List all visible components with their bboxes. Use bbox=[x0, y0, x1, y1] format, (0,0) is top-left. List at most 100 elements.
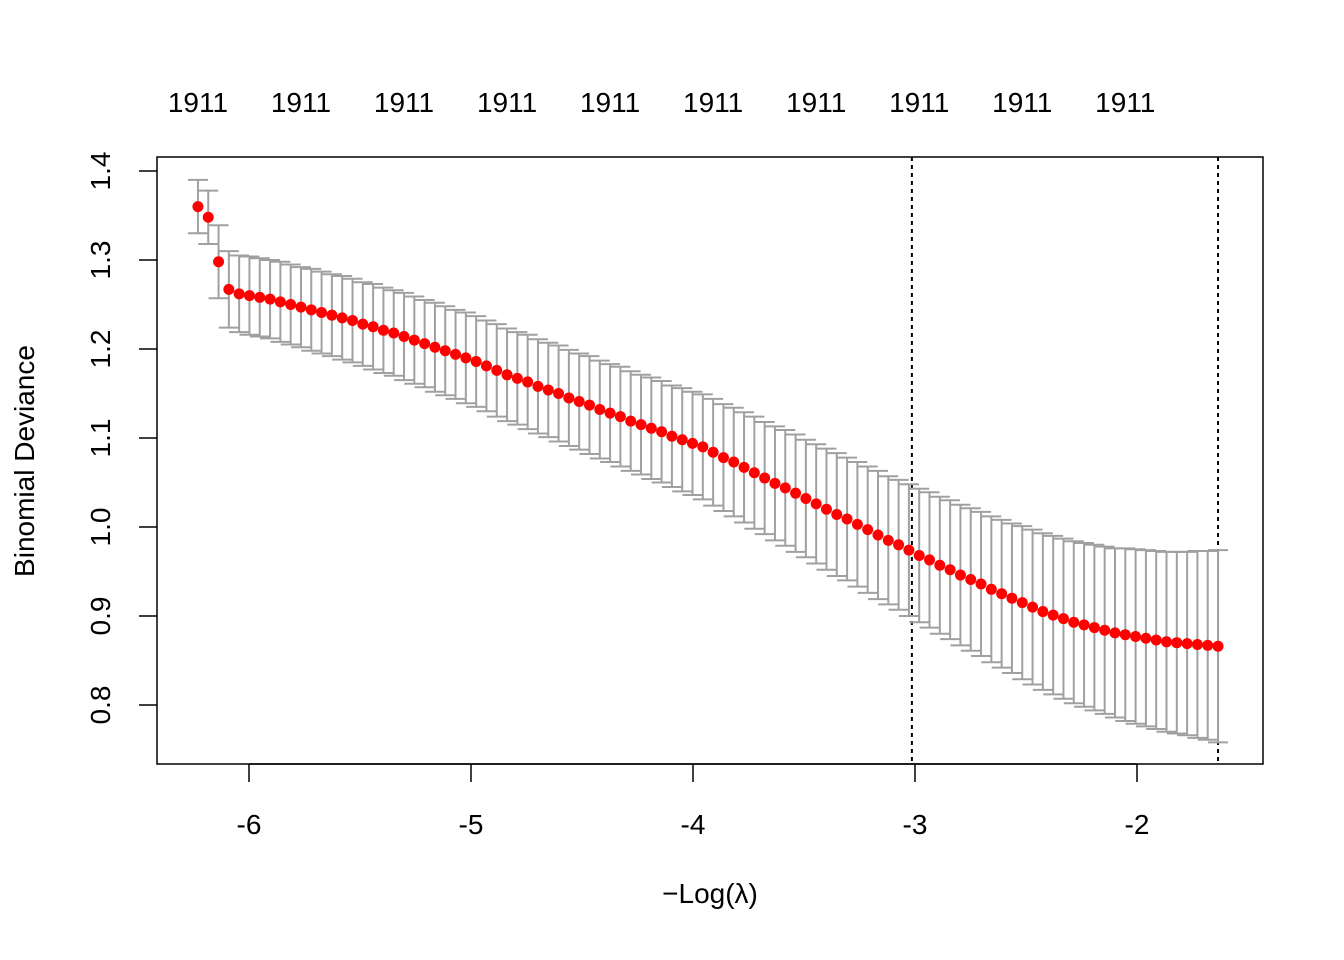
data-point bbox=[594, 404, 606, 416]
data-point bbox=[491, 364, 503, 376]
data-point bbox=[1191, 638, 1203, 650]
data-point bbox=[728, 456, 740, 468]
data-point bbox=[769, 477, 781, 489]
data-point bbox=[1140, 632, 1152, 644]
plot-frame bbox=[156, 156, 1264, 765]
data-point bbox=[532, 380, 544, 392]
y-tick-label: 1.2 bbox=[85, 330, 116, 369]
data-point bbox=[522, 376, 534, 388]
data-point bbox=[820, 503, 832, 515]
data-point bbox=[1181, 638, 1193, 650]
top-axis-label: 1911 bbox=[374, 87, 434, 118]
data-point bbox=[1006, 592, 1018, 604]
data-point bbox=[305, 304, 317, 316]
x-axis-label: −Log(λ) bbox=[662, 878, 758, 909]
data-point bbox=[841, 513, 853, 525]
data-point bbox=[1171, 637, 1183, 649]
top-axis-label: 1911 bbox=[168, 87, 228, 118]
x-tick-label: -2 bbox=[1125, 809, 1150, 840]
data-point bbox=[1068, 616, 1080, 628]
y-tick-label: 0.9 bbox=[85, 597, 116, 636]
data-point bbox=[274, 296, 286, 308]
data-point bbox=[429, 341, 441, 353]
y-tick-label: 1.3 bbox=[85, 241, 116, 280]
data-point bbox=[326, 309, 338, 321]
data-point bbox=[779, 482, 791, 494]
data-point bbox=[656, 426, 668, 438]
data-point bbox=[996, 588, 1008, 600]
data-point bbox=[511, 372, 523, 384]
data-point bbox=[1088, 622, 1100, 634]
data-point bbox=[450, 348, 462, 360]
data-point bbox=[408, 334, 420, 346]
data-point bbox=[1150, 634, 1162, 646]
data-point bbox=[954, 569, 966, 581]
data-point bbox=[1212, 640, 1224, 652]
x-tick-label: -6 bbox=[237, 809, 262, 840]
y-tick-label: 1.1 bbox=[85, 419, 116, 458]
data-point bbox=[1202, 639, 1214, 651]
top-axis-label: 1911 bbox=[1095, 87, 1155, 118]
data-point bbox=[1099, 624, 1111, 636]
data-point bbox=[687, 437, 699, 449]
data-point bbox=[243, 290, 255, 302]
data-point bbox=[666, 430, 678, 442]
y-tick-label: 1.0 bbox=[85, 508, 116, 547]
data-point bbox=[1119, 629, 1131, 641]
data-point bbox=[213, 256, 225, 268]
data-point bbox=[192, 201, 204, 213]
data-point bbox=[800, 493, 812, 505]
data-point bbox=[1078, 619, 1090, 631]
x-tick-label: -5 bbox=[459, 809, 484, 840]
data-point bbox=[614, 411, 626, 423]
top-axis-label: 1911 bbox=[580, 87, 640, 118]
top-axis-label: 1911 bbox=[889, 87, 949, 118]
data-point bbox=[202, 211, 214, 223]
data-point bbox=[903, 544, 915, 556]
x-tick-label: -4 bbox=[681, 809, 706, 840]
data-point bbox=[346, 315, 358, 327]
data-point bbox=[553, 388, 565, 399]
data-point bbox=[285, 299, 297, 310]
data-point bbox=[470, 355, 482, 367]
data-point bbox=[264, 293, 276, 305]
data-point bbox=[295, 301, 307, 313]
data-point bbox=[975, 578, 987, 590]
data-point bbox=[336, 312, 348, 324]
data-point bbox=[1057, 613, 1069, 625]
data-point bbox=[377, 324, 389, 336]
data-point bbox=[1047, 609, 1059, 621]
data-point bbox=[851, 518, 863, 530]
data-point bbox=[831, 509, 843, 521]
data-point bbox=[717, 452, 729, 464]
data-point bbox=[635, 419, 647, 431]
data-point bbox=[872, 529, 884, 541]
data-point bbox=[965, 574, 977, 586]
data-point bbox=[934, 559, 946, 571]
data-point bbox=[645, 422, 657, 434]
data-point bbox=[1027, 601, 1039, 613]
data-point bbox=[439, 345, 451, 357]
data-point bbox=[748, 467, 760, 479]
top-axis-label: 1911 bbox=[683, 87, 743, 118]
data-point bbox=[862, 524, 874, 536]
data-point bbox=[1109, 627, 1121, 639]
data-point bbox=[419, 338, 431, 350]
data-point bbox=[944, 564, 956, 576]
y-axis-label: Binomial Deviance bbox=[9, 345, 40, 577]
data-point bbox=[697, 441, 709, 453]
data-point bbox=[583, 399, 595, 411]
top-axis-label: 1911 bbox=[271, 87, 331, 118]
data-point bbox=[223, 283, 235, 295]
data-point bbox=[1037, 606, 1049, 618]
data-point bbox=[563, 392, 575, 404]
data-point bbox=[501, 369, 513, 381]
data-point bbox=[759, 472, 771, 484]
y-tick-label: 0.8 bbox=[85, 686, 116, 725]
data-point bbox=[316, 307, 328, 319]
data-point bbox=[604, 407, 616, 419]
data-point bbox=[1016, 597, 1028, 609]
data-point bbox=[388, 327, 400, 339]
data-point bbox=[882, 534, 894, 546]
